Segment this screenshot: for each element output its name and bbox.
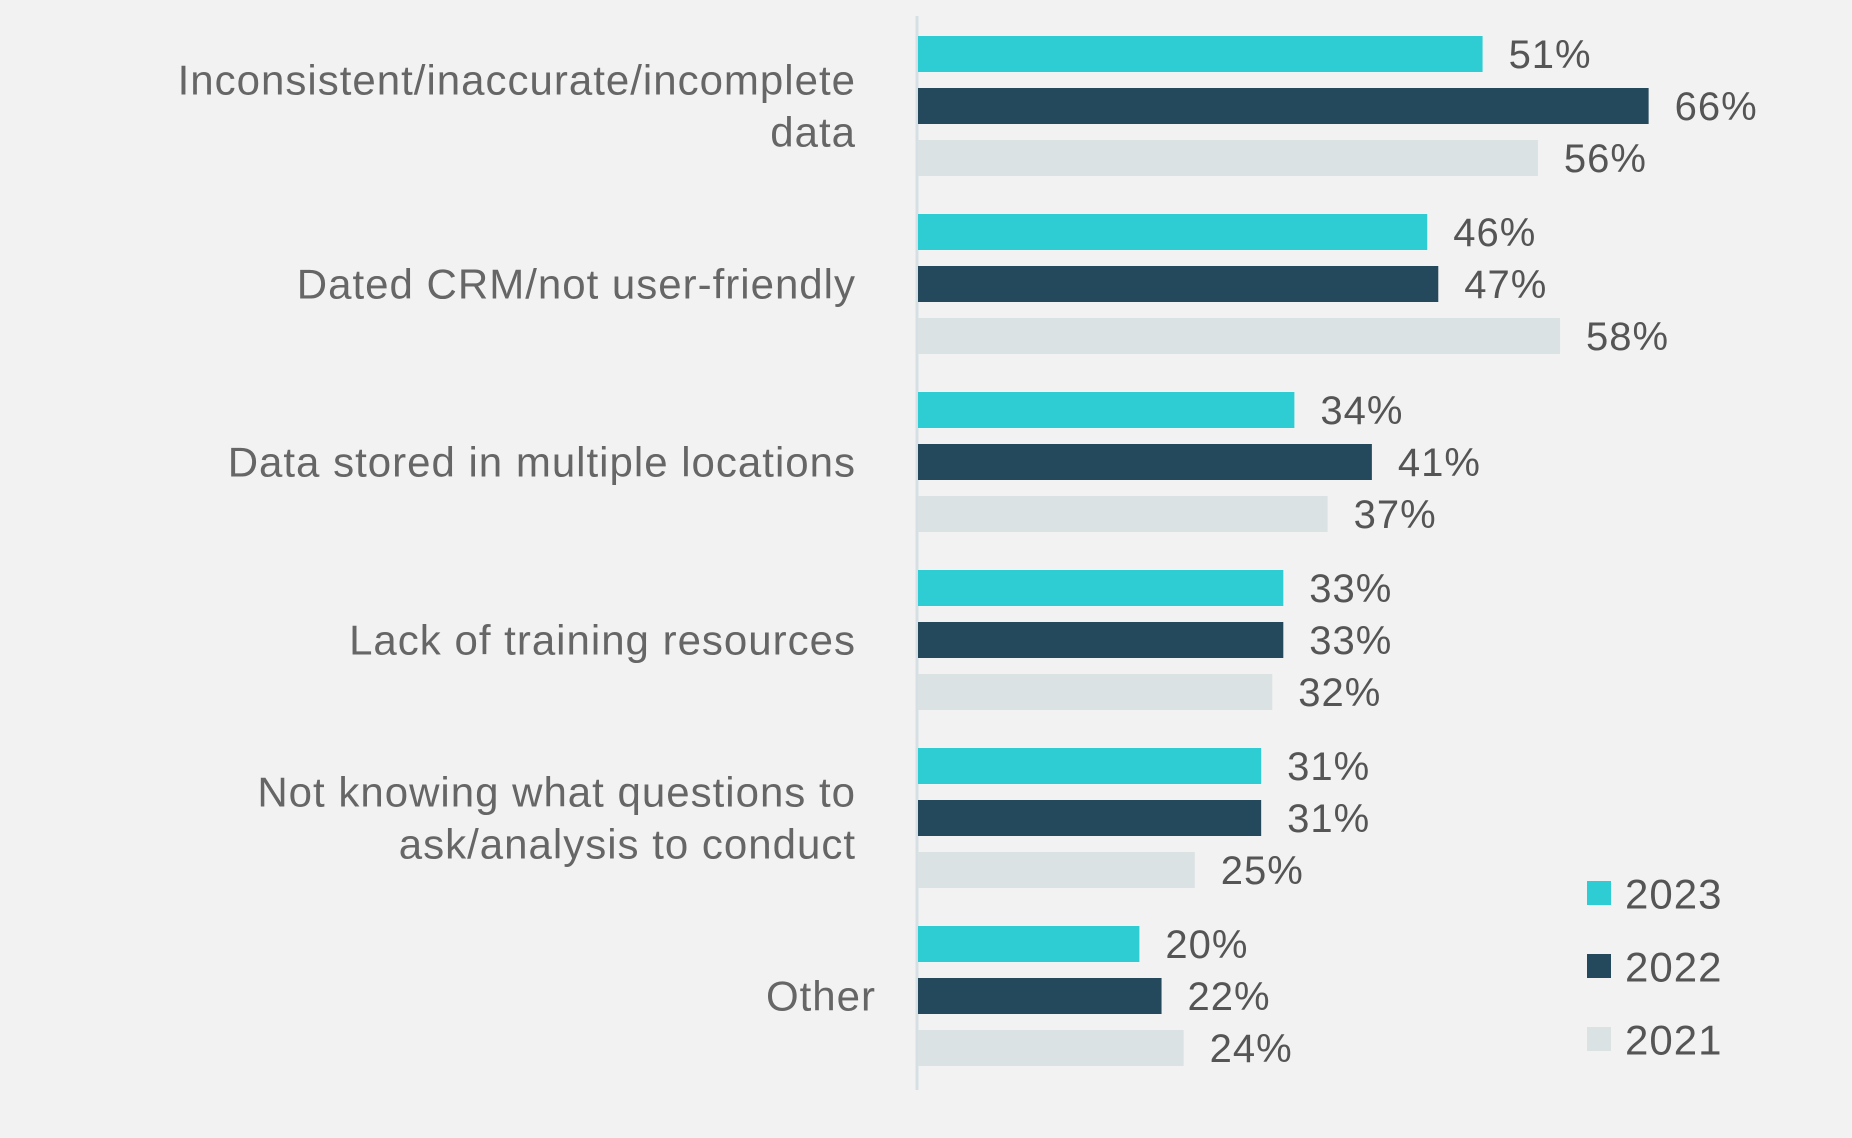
value-label: 66% bbox=[1675, 85, 1758, 129]
bar-2022 bbox=[918, 800, 1262, 836]
value-label: 31% bbox=[1287, 797, 1370, 841]
value-label: 20% bbox=[1165, 923, 1248, 967]
bar-2021 bbox=[918, 1030, 1184, 1066]
value-label: 32% bbox=[1298, 671, 1381, 715]
category-label: ask/analysis to conduct bbox=[399, 821, 856, 868]
value-label: 24% bbox=[1210, 1027, 1293, 1071]
bar-2023 bbox=[918, 926, 1140, 962]
category-label: Dated CRM/not user-friendly bbox=[297, 261, 856, 308]
bar-2023 bbox=[918, 214, 1428, 250]
bar-2022 bbox=[918, 88, 1649, 124]
bar-2023 bbox=[918, 36, 1483, 72]
value-label: 22% bbox=[1188, 975, 1271, 1019]
value-label: 34% bbox=[1320, 389, 1403, 433]
value-label: 31% bbox=[1287, 745, 1370, 789]
legend-swatch-2023 bbox=[1587, 881, 1611, 905]
value-label: 47% bbox=[1464, 263, 1547, 307]
value-label: 56% bbox=[1564, 137, 1647, 181]
bar-2023 bbox=[918, 748, 1262, 784]
category-label: Data stored in multiple locations bbox=[228, 439, 856, 486]
category-label: Lack of training resources bbox=[349, 617, 856, 664]
category-label: Not knowing what questions to bbox=[257, 769, 856, 816]
value-label: 51% bbox=[1509, 33, 1592, 77]
legend-label: 2023 bbox=[1625, 871, 1722, 918]
bar-2021 bbox=[918, 318, 1561, 354]
value-label: 41% bbox=[1398, 441, 1481, 485]
bar-2021 bbox=[918, 674, 1273, 710]
value-label: 46% bbox=[1453, 211, 1536, 255]
bar-2021 bbox=[918, 852, 1195, 888]
bar-2022 bbox=[918, 444, 1372, 480]
value-label: 58% bbox=[1586, 315, 1669, 359]
category-label: data bbox=[770, 109, 856, 156]
value-label: 25% bbox=[1221, 849, 1304, 893]
legend-label: 2021 bbox=[1625, 1017, 1722, 1064]
legend-label: 2022 bbox=[1625, 944, 1722, 991]
bar-2022 bbox=[918, 266, 1439, 302]
value-label: 37% bbox=[1354, 493, 1437, 537]
legend-swatch-2022 bbox=[1587, 954, 1611, 978]
bar-2022 bbox=[918, 622, 1284, 658]
category-label: Other bbox=[766, 973, 876, 1020]
bar-2021 bbox=[918, 496, 1328, 532]
bar-2021 bbox=[918, 140, 1538, 176]
value-label: 33% bbox=[1309, 567, 1392, 611]
category-label: Inconsistent/inaccurate/incomplete bbox=[178, 57, 856, 104]
bar-2023 bbox=[918, 392, 1295, 428]
value-label: 33% bbox=[1309, 619, 1392, 663]
legend-swatch-2021 bbox=[1587, 1027, 1611, 1051]
bar-2023 bbox=[918, 570, 1284, 606]
bar-2022 bbox=[918, 978, 1162, 1014]
